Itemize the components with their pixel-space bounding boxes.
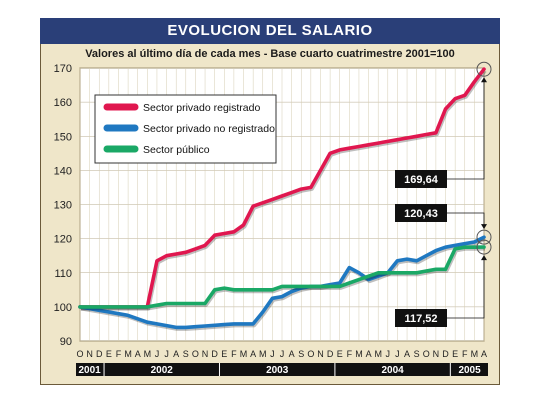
x-tick-label: N	[86, 349, 93, 359]
y-axis: 90 100 110 120 130 140 150 160 170	[54, 63, 72, 348]
y-tick-label: 110	[54, 268, 72, 280]
year-band-bg	[76, 363, 488, 376]
x-tick-label: D	[211, 349, 218, 359]
y-tick-label: 120	[54, 234, 72, 246]
x-tick-label: S	[414, 349, 420, 359]
annotation-arrow	[481, 255, 487, 261]
x-tick-label: A	[250, 349, 256, 359]
x-tick-label: E	[106, 349, 112, 359]
x-tick-label: J	[270, 349, 275, 359]
endpoint-circle	[476, 239, 492, 255]
x-tick-label: A	[481, 349, 487, 359]
year-label: 2004	[381, 365, 404, 376]
annotation-arrow	[481, 77, 487, 83]
y-tick-label: 130	[54, 200, 72, 212]
value-label: 169,64	[404, 174, 439, 186]
x-tick-label: S	[183, 349, 189, 359]
x-tick-label: J	[395, 349, 400, 359]
annotation-leader	[447, 256, 485, 319]
endpoint-circle	[476, 61, 492, 77]
x-tick-label: M	[259, 349, 267, 359]
x-tick-label: F	[231, 349, 237, 359]
x-tick-label: A	[289, 349, 295, 359]
series-line-2	[78, 235, 486, 330]
value-box	[395, 309, 447, 327]
chart-subtitle: Valores al último día de cada mes - Base…	[85, 48, 455, 60]
x-tick-label: F	[462, 349, 468, 359]
year-label: 2003	[266, 365, 289, 376]
value-label: 117,52	[404, 313, 437, 325]
legend-label: Sector privado no registrado	[143, 123, 275, 135]
x-tick-label: A	[366, 349, 372, 359]
x-tick-label: O	[76, 349, 83, 359]
annotations: 169,64 120,43 117,52	[395, 61, 492, 327]
x-tick-label: E	[452, 349, 458, 359]
x-tick-label: M	[144, 349, 152, 359]
x-tick-label: M	[240, 349, 248, 359]
x-tick-label: F	[347, 349, 353, 359]
x-tick-label: N	[317, 349, 324, 359]
y-tick-label: 140	[54, 165, 72, 177]
x-tick-label: A	[173, 349, 179, 359]
x-tick-label: J	[155, 349, 160, 359]
annotation-leader	[447, 212, 485, 229]
series-line-3	[78, 245, 486, 309]
x-tick-label: A	[404, 349, 410, 359]
value-box	[395, 204, 447, 222]
x-tick-label: M	[471, 349, 479, 359]
value-box	[395, 170, 447, 188]
year-label: 2001	[78, 365, 101, 376]
x-tick-label: M	[124, 349, 132, 359]
x-tick-label: D	[442, 349, 449, 359]
x-tick-label: D	[327, 349, 334, 359]
x-tick-label: O	[307, 349, 314, 359]
legend-label: Sector privado registrado	[143, 102, 260, 114]
x-tick-label: J	[386, 349, 391, 359]
x-tick-label: J	[164, 349, 169, 359]
x-tick-label: D	[96, 349, 103, 359]
x-tick-label: O	[423, 349, 430, 359]
x-tick-label: S	[298, 349, 304, 359]
x-tick-label: E	[337, 349, 343, 359]
series-lines	[78, 67, 487, 331]
y-tick-label: 170	[54, 63, 72, 75]
annotation-leader	[447, 78, 485, 180]
y-tick-label: 150	[54, 131, 72, 143]
chart-title: EVOLUCION DEL SALARIO	[40, 18, 500, 44]
x-tick-label: F	[116, 349, 122, 359]
year-band: 2001 2002 2003 2004 2005	[76, 363, 488, 376]
endpoint-circle	[476, 229, 492, 245]
year-label: 2002	[151, 365, 174, 376]
x-tick-label: A	[135, 349, 141, 359]
x-tick-label: M	[374, 349, 382, 359]
y-tick-label: 90	[60, 336, 72, 348]
legend: Sector privado registrado Sector privado …	[94, 94, 277, 164]
legend-label: Sector público	[143, 144, 210, 156]
y-tick-label: 100	[54, 302, 72, 314]
year-label: 2005	[458, 365, 481, 376]
x-tick-label: J	[280, 349, 285, 359]
annotation-arrow	[481, 224, 487, 230]
value-label: 120,43	[404, 208, 438, 220]
x-tick-label: O	[192, 349, 199, 359]
x-tick-label: N	[433, 349, 440, 359]
y-tick-label: 160	[54, 97, 72, 109]
x-tick-label: E	[221, 349, 227, 359]
x-tick-label: N	[202, 349, 209, 359]
x-tick-label: M	[355, 349, 363, 359]
